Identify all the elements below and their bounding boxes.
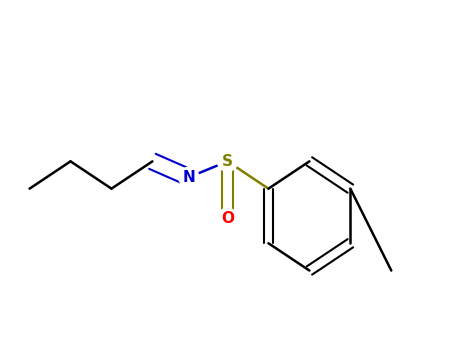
Circle shape xyxy=(217,208,238,228)
Text: S: S xyxy=(222,154,233,169)
Circle shape xyxy=(179,167,199,187)
Text: O: O xyxy=(221,211,234,226)
Circle shape xyxy=(217,151,238,172)
Text: N: N xyxy=(182,170,195,185)
